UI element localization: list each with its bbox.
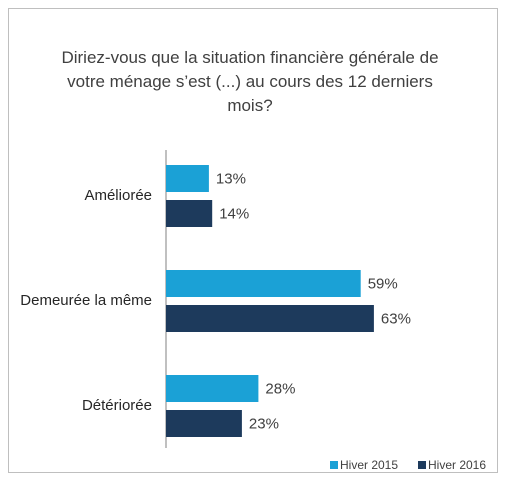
bar bbox=[166, 200, 213, 227]
bar bbox=[166, 305, 374, 332]
value-label: 63% bbox=[381, 310, 411, 327]
bar bbox=[166, 270, 361, 297]
frame bbox=[8, 8, 498, 473]
value-label: 59% bbox=[368, 275, 398, 292]
bar bbox=[166, 375, 259, 402]
legend-label: Hiver 2015 bbox=[340, 458, 398, 472]
bar bbox=[166, 165, 209, 192]
chart-title: Diriez-vous que la situation financière … bbox=[61, 48, 439, 115]
value-label: 14% bbox=[219, 205, 249, 222]
value-label: 28% bbox=[265, 380, 295, 397]
category-label: Demeurée la même bbox=[20, 292, 152, 309]
value-label: 13% bbox=[216, 170, 246, 187]
bar bbox=[166, 410, 242, 437]
legend-swatch bbox=[330, 461, 338, 469]
legend-label: Hiver 2016 bbox=[428, 458, 486, 472]
legend-swatch bbox=[418, 461, 426, 469]
category-label: Améliorée bbox=[84, 187, 152, 204]
value-label: 23% bbox=[249, 415, 279, 432]
category-label: Détériorée bbox=[81, 397, 152, 414]
